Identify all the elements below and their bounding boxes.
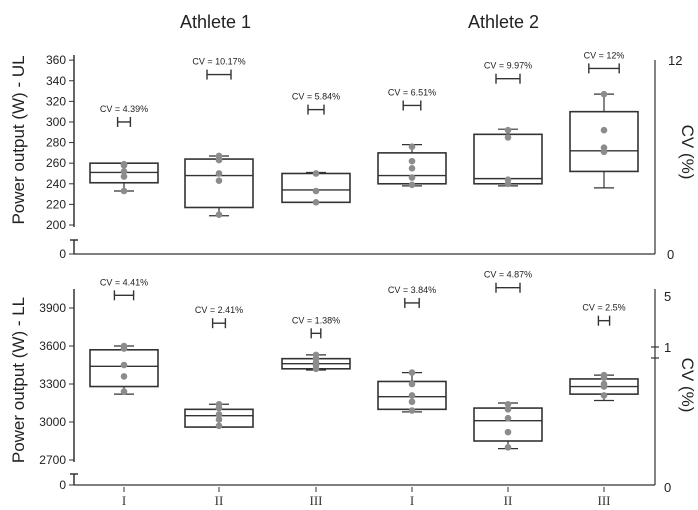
box [473, 407, 543, 442]
cv-label: CV = 3.84% [388, 285, 436, 295]
data-point [312, 187, 320, 195]
data-point [408, 143, 416, 150]
y-axis-title: Power output (W) - UL [9, 55, 28, 224]
data-point [408, 407, 416, 414]
cv-label: CV = 9.97% [484, 61, 532, 71]
data-point [504, 134, 512, 141]
y-tick-label: 0 [59, 247, 66, 261]
cv-label: CV = 12% [584, 50, 625, 60]
y-tick-label: 200 [46, 218, 66, 232]
data-point [504, 414, 512, 422]
x-tick-label: II [215, 493, 224, 508]
y-tick-label: 320 [46, 94, 66, 108]
data-point [408, 157, 416, 165]
data-point [120, 173, 128, 180]
data-point [600, 126, 608, 134]
data-point [120, 388, 128, 395]
data-point [504, 400, 512, 408]
header-athlete-2: Athlete 2 [468, 12, 540, 32]
data-point [600, 380, 608, 388]
data-point [408, 174, 416, 181]
y2-tick-label: 0 [664, 480, 671, 495]
x-tick-label: III [598, 493, 611, 508]
cv-label: CV = 2.41% [195, 305, 243, 315]
data-point [504, 176, 512, 183]
x-tick-label: I [122, 493, 126, 508]
data-point [408, 181, 416, 189]
y-tick-label: 240 [46, 177, 66, 191]
cv-label: CV = 10.17% [192, 57, 245, 67]
data-point [215, 411, 223, 418]
data-point [408, 398, 416, 406]
data-point [312, 170, 320, 177]
y-tick-label: 340 [46, 74, 66, 88]
data-point [504, 444, 512, 451]
y-tick-label: 360 [46, 53, 66, 67]
y-tick-label: 3300 [39, 377, 66, 391]
y-tick-label: 3600 [39, 339, 66, 353]
cv-label: CV = 4.87% [484, 270, 532, 280]
data-point [120, 373, 128, 380]
data-point [600, 371, 608, 379]
data-point [408, 165, 416, 172]
data-point [215, 400, 223, 408]
y-tick-label: 220 [46, 197, 66, 211]
y-tick-label: 3900 [39, 301, 66, 315]
y2-axis-title: CV (%) [678, 125, 697, 180]
data-point [600, 144, 608, 152]
box [473, 133, 543, 185]
data-point [215, 416, 223, 423]
y-axis-title: Power output (W) - LL [9, 297, 28, 463]
data-point [312, 199, 320, 206]
y2-axis-title: CV (%) [678, 358, 697, 413]
x-tick-label: III [310, 493, 323, 508]
data-point [215, 422, 223, 430]
cv-label: CV = 4.39% [100, 104, 148, 114]
y-tick-label: 3000 [39, 415, 66, 429]
data-point [600, 90, 608, 98]
x-tick-label: I [410, 493, 414, 508]
data-point [120, 160, 128, 168]
y2-tick-label: 1 [664, 340, 671, 355]
data-point [408, 380, 416, 388]
cv-label: CV = 5.84% [292, 92, 340, 102]
header-athlete-1: Athlete 1 [180, 12, 252, 32]
data-point [215, 211, 223, 218]
data-point [408, 392, 416, 399]
y-tick-label: 280 [46, 136, 66, 150]
data-point [120, 168, 128, 175]
data-point [215, 152, 223, 160]
data-point [504, 406, 512, 413]
x-tick-label: II [504, 493, 513, 508]
y-tick-label: 2700 [39, 453, 66, 467]
y2-tick-label: 0 [667, 247, 674, 262]
cv-label: CV = 4.41% [100, 277, 148, 287]
data-point [504, 428, 512, 436]
cv-label: CV = 1.38% [292, 315, 340, 325]
y-tick-label: 260 [46, 156, 66, 170]
data-point [408, 369, 416, 376]
data-point [215, 170, 223, 177]
data-point [120, 187, 128, 195]
y-tick-label: 0 [59, 478, 66, 492]
data-point [312, 351, 320, 359]
cv-label: CV = 6.51% [388, 87, 436, 97]
y2-tick-label: 5 [664, 289, 671, 304]
y2-tick-label: 12 [668, 53, 682, 68]
cv-label: CV = 2.5% [582, 303, 625, 313]
data-point [600, 392, 608, 399]
data-point [120, 361, 128, 369]
data-point [504, 126, 512, 134]
box [569, 110, 639, 173]
y-tick-label: 300 [46, 115, 66, 129]
data-point [215, 177, 223, 184]
data-point [120, 342, 128, 350]
